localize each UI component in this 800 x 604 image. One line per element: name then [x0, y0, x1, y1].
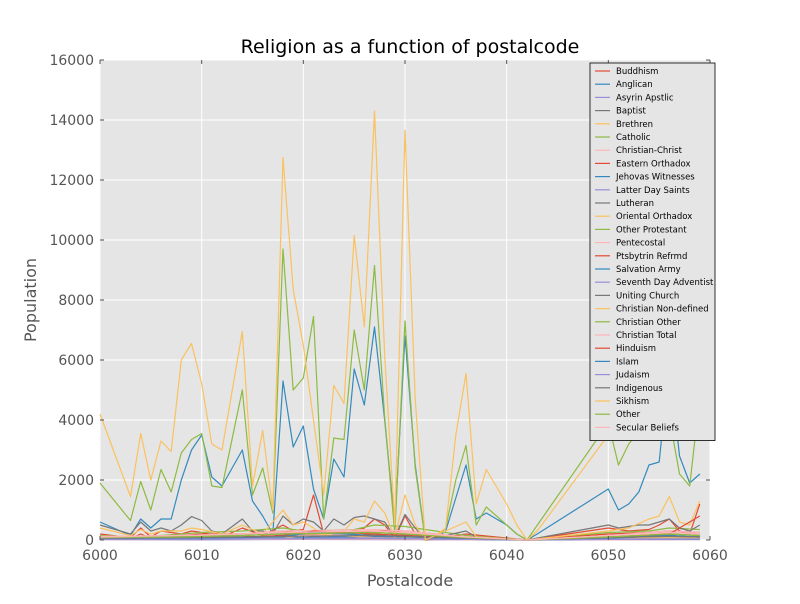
x-tick-label: 6000 [82, 548, 118, 564]
legend-label: Christian Total [616, 331, 676, 341]
legend-label: Baptist [616, 107, 647, 117]
series-line-23 [99, 537, 700, 541]
y-tick-label: 0 [85, 533, 94, 549]
x-axis-title: Postalcode [367, 571, 453, 590]
x-tick-label: 6040 [489, 548, 525, 564]
y-tick-label: 10000 [49, 233, 94, 249]
x-tick-label: 6010 [184, 548, 220, 564]
legend-label: Salvation Army [616, 265, 681, 275]
legend-label: Christian-Christ [616, 146, 683, 156]
legend-label: Sikhism [616, 397, 649, 407]
y-tick-label: 8000 [58, 293, 94, 309]
legend-label: Indigenous [616, 384, 663, 394]
legend-label: Secular Beliefs [616, 423, 679, 433]
legend-label: Anglican [616, 80, 653, 90]
tick-layer: 6000 6010 6020 6030 6040 6050 6060 0 2000 4000 600… [49, 53, 727, 564]
legend-label: Eastern Orthadox [616, 159, 690, 169]
y-tick-label: 14000 [49, 113, 94, 129]
series-line-26 [99, 531, 700, 541]
y-axis-title: Population [21, 258, 40, 342]
series-line-18 [99, 494, 701, 541]
legend-box [589, 62, 716, 442]
legend-label: Christian Non-defined [616, 305, 709, 315]
legend-label: Ptsbytrin Refrmd [616, 252, 687, 262]
y-tick-label: 2000 [58, 473, 94, 489]
legend: Buddhism Anglican Asyrin Apstlic Baptist Bre… [589, 62, 716, 442]
x-tick-label: 6050 [591, 548, 627, 564]
legend-label: Lutheran [616, 199, 654, 209]
series-line-5 [99, 248, 701, 541]
legend-label: Jehovas Witnesses [615, 173, 695, 183]
chart-title: Religion as a function of postalcode [241, 36, 580, 58]
series-line-12 [99, 524, 700, 541]
x-tick-label: 6020 [286, 548, 322, 564]
legend-label: Latter Day Saints [616, 186, 690, 196]
x-tick-label: 6030 [387, 548, 423, 564]
legend-label: Uniting Church [616, 291, 679, 301]
legend-label: Asyrin Apstlic [616, 93, 674, 103]
legend-label: Hinduism [616, 344, 656, 354]
legend-label: Islam [616, 357, 639, 367]
y-tick-label: 6000 [58, 353, 94, 369]
legend-label: Catholic [616, 133, 651, 143]
legend-label: Oriental Orthadox [616, 212, 692, 222]
legend-label: Pentecostal [616, 239, 665, 249]
legend-label: Christian Other [616, 318, 681, 328]
legend-label: Other [616, 410, 641, 420]
series-line-27 [99, 530, 700, 541]
legend-label: Judaism [615, 371, 650, 381]
y-tick-label: 16000 [49, 53, 94, 69]
series-line-17 [99, 513, 701, 541]
x-tick-label: 6060 [692, 548, 728, 564]
legend-label: Seventh Day Adventist [616, 278, 714, 288]
legend-label: Other Protestant [616, 225, 687, 235]
legend-label: Brethren [616, 120, 653, 130]
legend-label: Buddhism [616, 67, 658, 77]
y-tick-label: 12000 [49, 173, 94, 189]
y-tick-label: 4000 [58, 413, 94, 429]
